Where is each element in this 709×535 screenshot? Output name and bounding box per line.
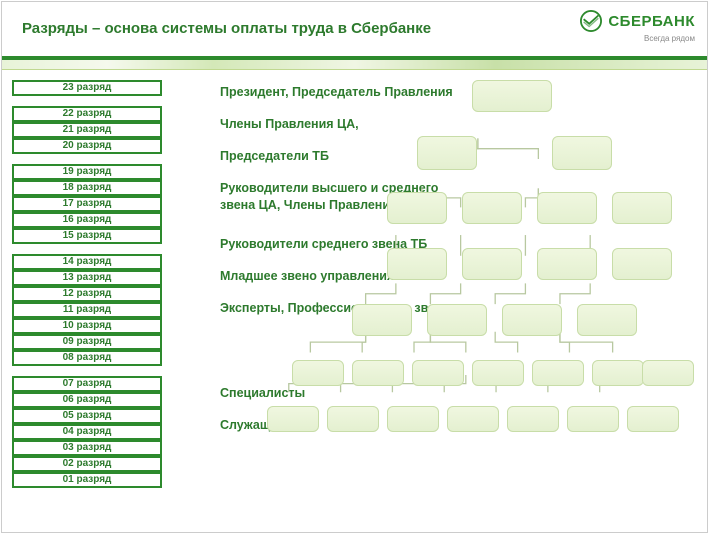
- rank-box: 12 разряд: [12, 286, 162, 302]
- tree-node: [472, 360, 524, 386]
- rank-box: 22 разряд: [12, 106, 162, 122]
- rank-box: 04 разряд: [12, 424, 162, 440]
- tree-node: [537, 248, 597, 280]
- tree-node: [352, 360, 404, 386]
- rank-box: 21 разряд: [12, 122, 162, 138]
- rank-box: 09 разряд: [12, 334, 162, 350]
- rank-box: 06 разряд: [12, 392, 162, 408]
- rank-group: 22 разряд21 разряд20 разряд: [12, 106, 162, 154]
- tree-node: [577, 304, 637, 336]
- tree-node: [507, 406, 559, 432]
- rank-box: 15 разряд: [12, 228, 162, 244]
- tree-node: [412, 360, 464, 386]
- rank-box: 20 разряд: [12, 138, 162, 154]
- tree-node: [267, 406, 319, 432]
- tree-node: [612, 192, 672, 224]
- tree-node: [352, 304, 412, 336]
- tree-node: [537, 192, 597, 224]
- tree-node: [292, 360, 344, 386]
- rank-box: 19 разряд: [12, 164, 162, 180]
- tree-node: [532, 360, 584, 386]
- rank-box: 01 разряд: [12, 472, 162, 488]
- slide-frame: Разряды – основа системы оплаты труда в …: [1, 1, 708, 533]
- tree-node: [592, 360, 644, 386]
- rank-box: 03 разряд: [12, 440, 162, 456]
- rank-box: 10 разряд: [12, 318, 162, 334]
- tree-node: [387, 192, 447, 224]
- tree-node: [627, 406, 679, 432]
- rank-group: 07 разряд06 разряд05 разряд04 разряд03 р…: [12, 376, 162, 488]
- logo-text: СБЕРБАНК: [608, 13, 695, 30]
- tree-node: [327, 406, 379, 432]
- tree-node: [427, 304, 487, 336]
- rank-box: 11 разряд: [12, 302, 162, 318]
- header: Разряды – основа системы оплаты труда в …: [2, 2, 707, 60]
- logo-tagline: Всегда рядом: [580, 34, 695, 43]
- rank-box: 14 разряд: [12, 254, 162, 270]
- tree-node: [552, 136, 612, 170]
- tree-node: [567, 406, 619, 432]
- tree-node: [387, 248, 447, 280]
- rank-box: 02 разряд: [12, 456, 162, 472]
- rank-box: 18 разряд: [12, 180, 162, 196]
- tree-node: [472, 80, 552, 112]
- tree-node: [502, 304, 562, 336]
- logo: СБЕРБАНК Всегда рядом: [580, 10, 695, 43]
- content-area: 23 разряд 22 разряд21 разряд20 разряд 19 р…: [2, 70, 707, 530]
- tree-node: [417, 136, 477, 170]
- rank-box: 07 разряд: [12, 376, 162, 392]
- tree-node: [612, 248, 672, 280]
- rank-group: 19 разряд18 разряд17 разряд16 разряд15 р…: [12, 164, 162, 244]
- rank-box: 13 разряд: [12, 270, 162, 286]
- tree-node: [462, 248, 522, 280]
- tree-node: [447, 406, 499, 432]
- rank-column: 23 разряд 22 разряд21 разряд20 разряд 19 р…: [12, 80, 162, 498]
- rank-box: 16 разряд: [12, 212, 162, 228]
- tree-node: [642, 360, 694, 386]
- org-tree: [322, 80, 702, 530]
- tree-node: [462, 192, 522, 224]
- rank-box: 05 разряд: [12, 408, 162, 424]
- rank-group: 14 разряд13 разряд12 разряд11 разряд10 р…: [12, 254, 162, 366]
- rank-box: 17 разряд: [12, 196, 162, 212]
- rank-box: 23 разряд: [12, 80, 162, 96]
- tree-node: [387, 406, 439, 432]
- rank-group: 23 разряд: [12, 80, 162, 96]
- rank-box: 08 разряд: [12, 350, 162, 366]
- gradient-divider: [2, 60, 707, 70]
- sberbank-logo-icon: [580, 10, 602, 32]
